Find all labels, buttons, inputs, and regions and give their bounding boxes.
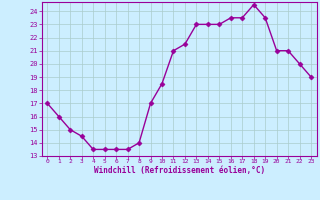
X-axis label: Windchill (Refroidissement éolien,°C): Windchill (Refroidissement éolien,°C) bbox=[94, 166, 265, 175]
